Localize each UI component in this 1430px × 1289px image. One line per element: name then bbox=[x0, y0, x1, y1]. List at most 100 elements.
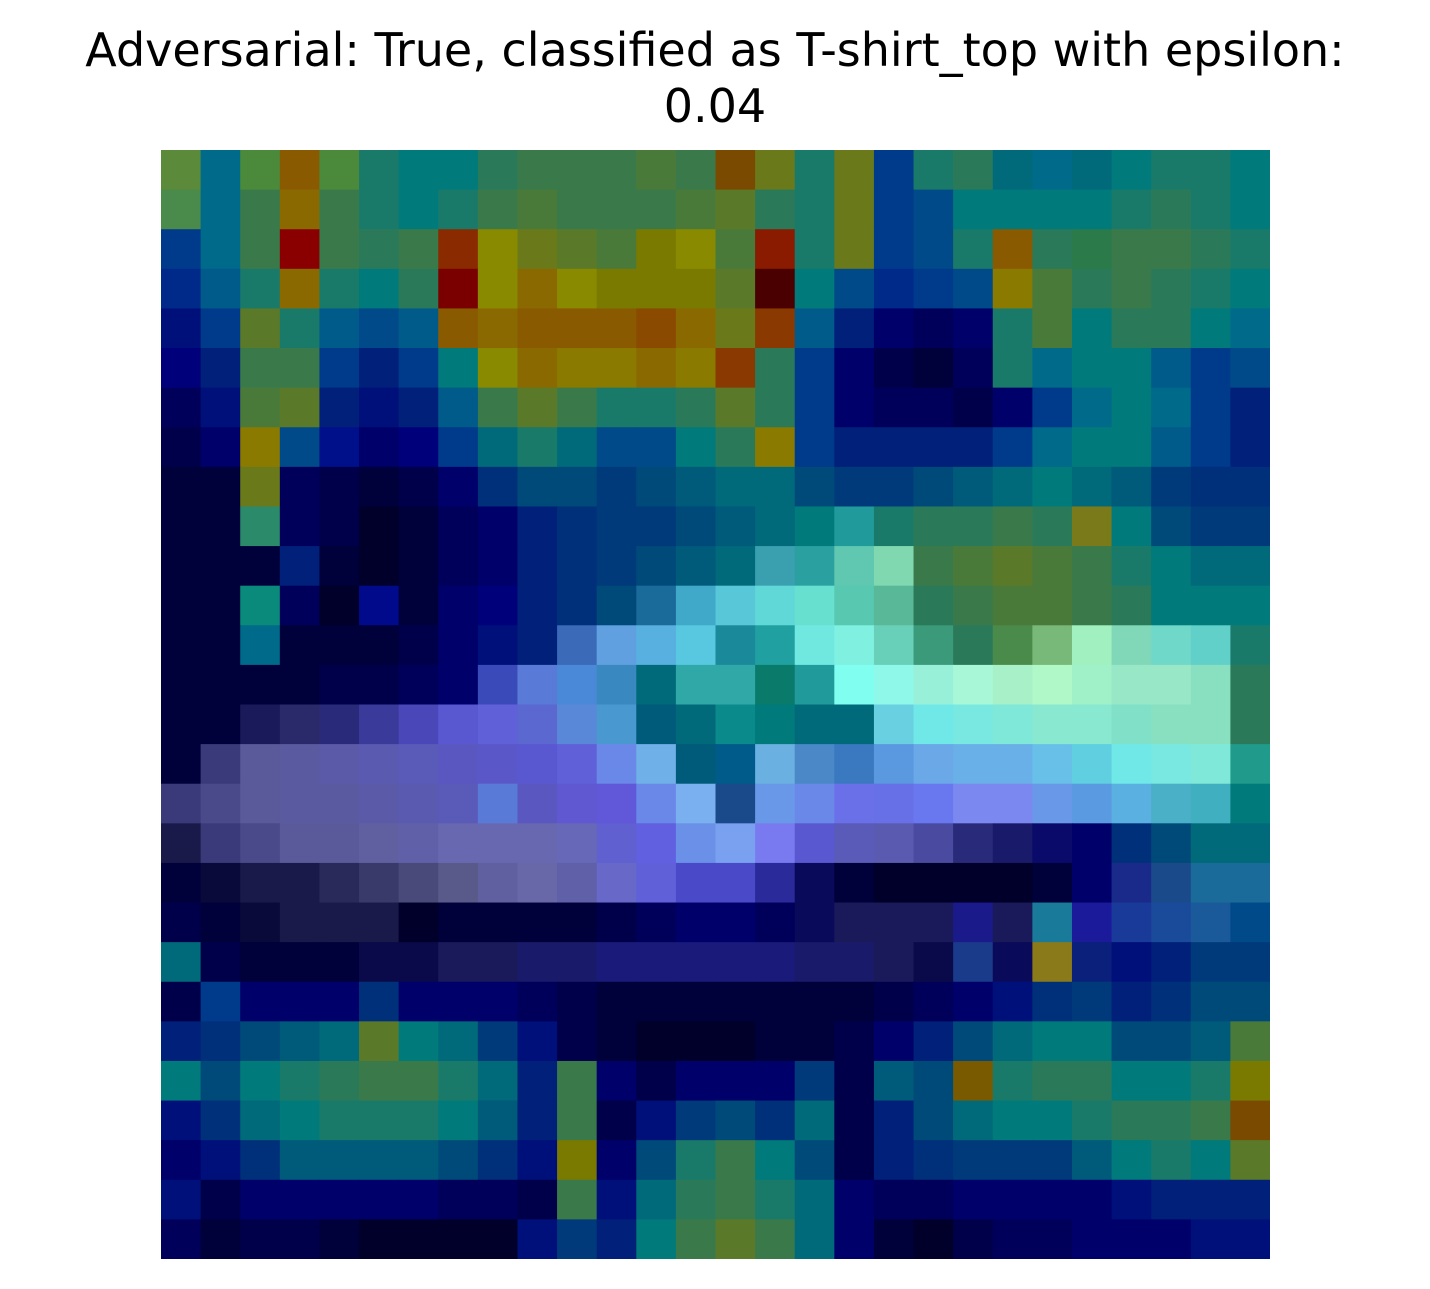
heatmap-cell-r2-c18 bbox=[873, 229, 915, 270]
heatmap-cell-r3-c22 bbox=[1032, 268, 1073, 310]
heatmap-cell-r8-c2 bbox=[240, 466, 281, 508]
heatmap-cell-r2-c19 bbox=[913, 229, 954, 270]
heatmap-cell-r10-c8 bbox=[477, 546, 519, 587]
heatmap-cell-r1-c26 bbox=[1190, 189, 1231, 230]
heatmap-cell-r10-c12 bbox=[636, 546, 677, 587]
heatmap-cell-r20-c2 bbox=[240, 942, 281, 983]
heatmap-cell-r18-c11 bbox=[596, 862, 637, 904]
heatmap-cell-r5-c21 bbox=[992, 348, 1033, 389]
heatmap-cell-r13-c2 bbox=[240, 664, 281, 706]
heatmap-cell-r10-c10 bbox=[557, 546, 598, 587]
heatmap-cell-r18-c2 bbox=[240, 862, 281, 904]
heatmap-cell-r2-c5 bbox=[359, 229, 400, 270]
heatmap-cell-r23-c24 bbox=[1111, 1060, 1152, 1102]
heatmap-cell-r14-c11 bbox=[596, 704, 637, 745]
heatmap-cell-r14-c3 bbox=[279, 704, 321, 745]
heatmap-cell-r7-c10 bbox=[557, 427, 598, 468]
heatmap-cell-r0-c2 bbox=[240, 150, 281, 191]
heatmap-cell-r24-c1 bbox=[200, 1100, 241, 1141]
heatmap-cell-r26-c0 bbox=[161, 1179, 202, 1220]
heatmap-cell-r6-c6 bbox=[398, 387, 439, 428]
heatmap-cell-r5-c23 bbox=[1071, 348, 1113, 389]
heatmap-cell-r18-c22 bbox=[1032, 862, 1073, 904]
heatmap-cell-r20-c14 bbox=[715, 942, 756, 983]
heatmap-cell-r3-c17 bbox=[834, 268, 875, 310]
heatmap-cell-r26-c1 bbox=[200, 1179, 241, 1220]
heatmap-cell-r8-c22 bbox=[1032, 466, 1073, 508]
heatmap-cell-r26-c19 bbox=[913, 1179, 954, 1220]
heatmap-cell-r21-c8 bbox=[477, 981, 519, 1022]
heatmap-cell-r19-c27 bbox=[1230, 902, 1270, 943]
heatmap-cell-r26-c10 bbox=[557, 1179, 598, 1220]
heatmap-cell-r24-c15 bbox=[755, 1100, 796, 1141]
heatmap-cell-r14-c21 bbox=[992, 704, 1033, 745]
heatmap-cell-r24-c16 bbox=[794, 1100, 835, 1141]
heatmap-cell-r17-c16 bbox=[794, 823, 835, 864]
heatmap-cell-r3-c11 bbox=[596, 268, 637, 310]
heatmap-cell-r25-c0 bbox=[161, 1140, 202, 1181]
heatmap-cell-r4-c4 bbox=[319, 308, 360, 349]
heatmap-cell-r2-c6 bbox=[398, 229, 439, 270]
heatmap-cell-r7-c19 bbox=[913, 427, 954, 468]
heatmap-cell-r24-c27 bbox=[1230, 1100, 1270, 1141]
heatmap-cell-r2-c3 bbox=[279, 229, 321, 270]
heatmap-cell-r0-c21 bbox=[992, 150, 1033, 191]
heatmap-cell-r22-c26 bbox=[1190, 1021, 1231, 1062]
heatmap-cell-r12-c24 bbox=[1111, 625, 1152, 666]
heatmap-cell-r15-c14 bbox=[715, 744, 756, 785]
heatmap-cell-r7-c18 bbox=[873, 427, 915, 468]
heatmap-cell-r22-c5 bbox=[359, 1021, 400, 1062]
heatmap-cell-r24-c23 bbox=[1071, 1100, 1113, 1141]
heatmap-cell-r15-c27 bbox=[1230, 744, 1270, 785]
heatmap-cell-r12-c25 bbox=[1151, 625, 1192, 666]
heatmap-cell-r20-c17 bbox=[834, 942, 875, 983]
heatmap-cell-r6-c2 bbox=[240, 387, 281, 428]
heatmap-cell-r12-c18 bbox=[873, 625, 915, 666]
heatmap-cell-r14-c25 bbox=[1151, 704, 1192, 745]
heatmap-cell-r20-c15 bbox=[755, 942, 796, 983]
heatmap-cell-r5-c6 bbox=[398, 348, 439, 389]
heatmap-cell-r0-c20 bbox=[953, 150, 994, 191]
heatmap-cell-r24-c17 bbox=[834, 1100, 875, 1141]
heatmap-cell-r18-c15 bbox=[755, 862, 796, 904]
heatmap-cell-r11-c1 bbox=[200, 585, 241, 626]
heatmap-cell-r11-c6 bbox=[398, 585, 439, 626]
heatmap-cell-r5-c5 bbox=[359, 348, 400, 389]
heatmap-cell-r20-c24 bbox=[1111, 942, 1152, 983]
heatmap-cell-r25-c19 bbox=[913, 1140, 954, 1181]
heatmap-cell-r24-c8 bbox=[477, 1100, 519, 1141]
heatmap-cell-r26-c26 bbox=[1190, 1179, 1231, 1220]
heatmap-cell-r4-c0 bbox=[161, 308, 202, 349]
heatmap-cell-r11-c4 bbox=[319, 585, 360, 626]
heatmap-cell-r14-c18 bbox=[873, 704, 915, 745]
heatmap-cell-r5-c24 bbox=[1111, 348, 1152, 389]
heatmap-cell-r25-c23 bbox=[1071, 1140, 1113, 1181]
heatmap-cell-r22-c13 bbox=[675, 1021, 717, 1062]
heatmap-cell-r17-c19 bbox=[913, 823, 954, 864]
heatmap-cell-r8-c15 bbox=[755, 466, 796, 508]
heatmap-cell-r9-c16 bbox=[794, 506, 835, 547]
heatmap-cell-r0-c7 bbox=[438, 150, 479, 191]
heatmap-cell-r22-c4 bbox=[319, 1021, 360, 1062]
heatmap-cell-r2-c12 bbox=[636, 229, 677, 270]
heatmap-cell-r23-c17 bbox=[834, 1060, 875, 1102]
heatmap-cell-r23-c7 bbox=[438, 1060, 479, 1102]
heatmap-cell-r18-c3 bbox=[279, 862, 321, 904]
heatmap-cell-r26-c22 bbox=[1032, 1179, 1073, 1220]
heatmap-cell-r3-c19 bbox=[913, 268, 954, 310]
heatmap-cell-r2-c21 bbox=[992, 229, 1033, 270]
heatmap-cell-r17-c2 bbox=[240, 823, 281, 864]
heatmap-cell-r27-c20 bbox=[953, 1219, 994, 1259]
heatmap-cell-r14-c14 bbox=[715, 704, 756, 745]
heatmap-cell-r8-c3 bbox=[279, 466, 321, 508]
heatmap-cell-r6-c24 bbox=[1111, 387, 1152, 428]
heatmap-cell-r0-c22 bbox=[1032, 150, 1073, 191]
heatmap-cell-r20-c26 bbox=[1190, 942, 1231, 983]
heatmap-cell-r26-c3 bbox=[279, 1179, 321, 1220]
heatmap-cell-r14-c23 bbox=[1071, 704, 1113, 745]
heatmap-cell-r19-c4 bbox=[319, 902, 360, 943]
heatmap-cell-r22-c6 bbox=[398, 1021, 439, 1062]
heatmap-cell-r12-c2 bbox=[240, 625, 281, 666]
heatmap-cell-r0-c27 bbox=[1230, 150, 1270, 191]
heatmap-cell-r5-c8 bbox=[477, 348, 519, 389]
